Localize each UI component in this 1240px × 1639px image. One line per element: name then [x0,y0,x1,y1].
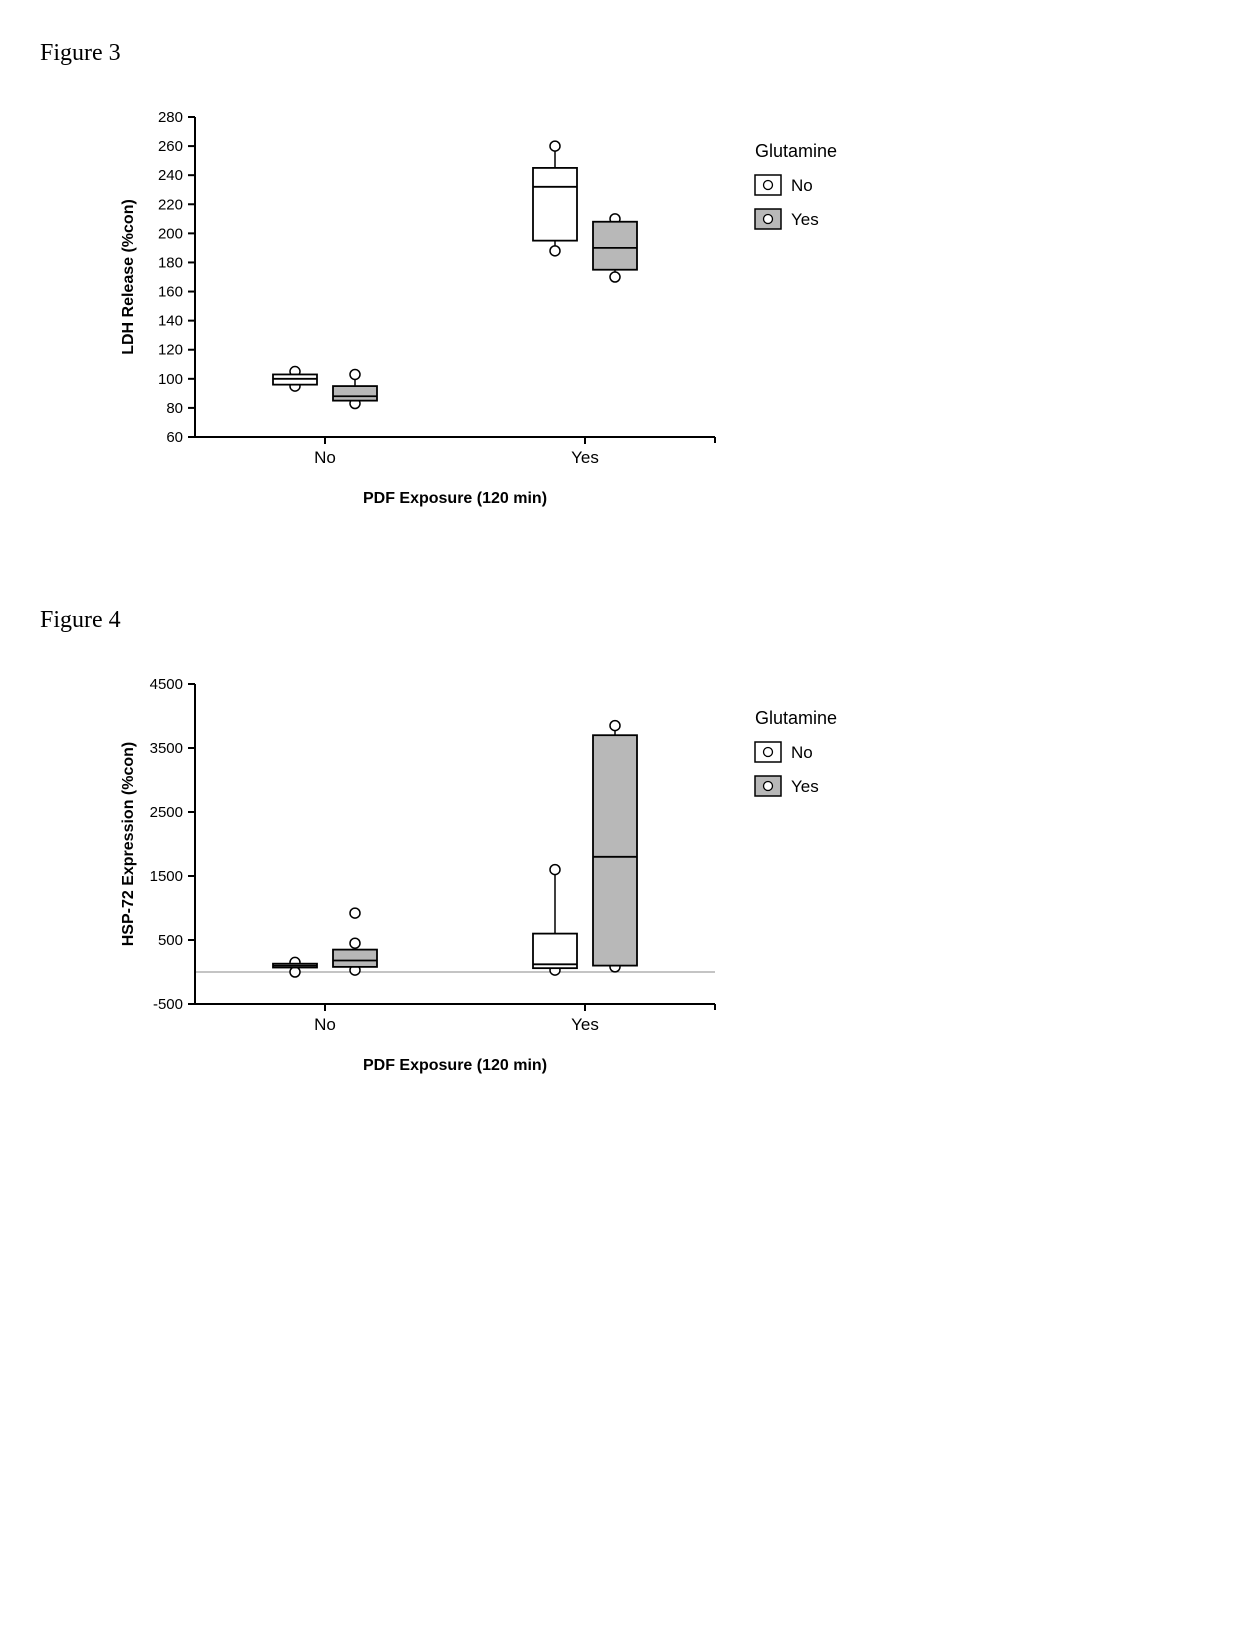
svg-text:1500: 1500 [150,868,183,885]
svg-text:No: No [791,176,813,195]
svg-text:60: 60 [166,429,183,446]
svg-text:No: No [791,743,813,762]
svg-text:3500: 3500 [150,740,183,757]
svg-text:4500: 4500 [150,676,183,693]
svg-text:PDF Exposure (120 min): PDF Exposure (120 min) [363,490,547,507]
svg-text:120: 120 [158,342,183,359]
svg-text:Yes: Yes [791,777,819,796]
svg-text:Yes: Yes [571,1015,599,1034]
figure-4-chart: -500 500 1500 2500 3500 4500 No Yes HSP-72 Expre… [100,664,1200,1094]
svg-text:Glutamine: Glutamine [755,708,837,728]
figure-4-svg: -500 500 1500 2500 3500 4500 No Yes HSP-72 Expre… [100,664,920,1094]
svg-text:220: 220 [158,196,183,213]
svg-text:HSP-72 Expression (%con): HSP-72 Expression (%con) [120,742,137,947]
svg-text:No: No [314,448,336,467]
svg-text:-500: -500 [153,996,183,1013]
svg-text:LDH Release (%con): LDH Release (%con) [120,199,137,355]
svg-text:PDF Exposure (120 min): PDF Exposure (120 min) [363,1057,547,1074]
svg-text:Yes: Yes [571,448,599,467]
figure-3-chart: 60 80 100 120 140 160 180 200 220 240 260 280 No Yes L… [100,97,1200,527]
svg-text:80: 80 [166,400,183,417]
svg-text:260: 260 [158,138,183,155]
svg-text:500: 500 [158,932,183,949]
svg-text:180: 180 [158,254,183,271]
figure-4-label: Figure 4 [40,607,1200,634]
svg-text:Glutamine: Glutamine [755,141,837,161]
svg-text:200: 200 [158,225,183,242]
svg-text:Yes: Yes [791,210,819,229]
svg-text:140: 140 [158,313,183,330]
figure-3-label: Figure 3 [40,40,1200,67]
svg-text:160: 160 [158,284,183,301]
svg-text:280: 280 [158,109,183,126]
svg-text:100: 100 [158,371,183,388]
svg-text:No: No [314,1015,336,1034]
svg-text:2500: 2500 [150,804,183,821]
figure-3-svg: 60 80 100 120 140 160 180 200 220 240 260 280 No Yes L… [100,97,920,527]
svg-text:240: 240 [158,167,183,184]
